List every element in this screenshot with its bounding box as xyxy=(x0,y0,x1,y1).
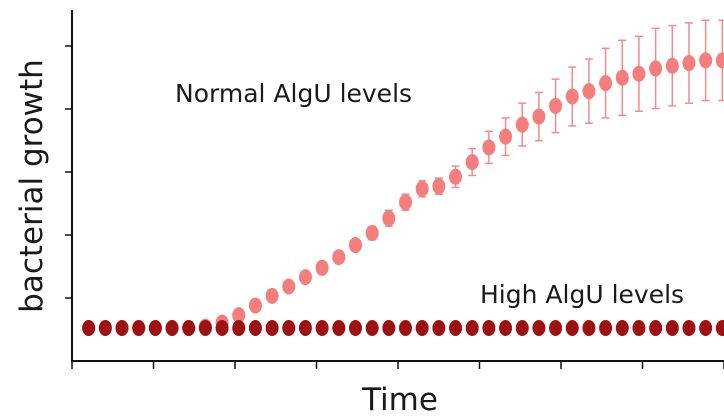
data-point-normal xyxy=(499,128,513,145)
data-point-high xyxy=(182,320,196,336)
data-point-normal xyxy=(532,108,546,125)
data-point-normal xyxy=(382,210,396,227)
data-point-high xyxy=(515,320,529,336)
data-point-normal xyxy=(665,57,679,74)
data-point-normal xyxy=(465,154,479,171)
data-point-normal xyxy=(715,52,724,69)
data-point-high xyxy=(198,320,212,336)
data-point-high xyxy=(415,320,429,336)
data-point-high xyxy=(682,320,696,336)
data-point-high xyxy=(632,320,646,336)
data-point-high xyxy=(382,320,396,336)
axes xyxy=(65,10,724,369)
data-point-normal xyxy=(599,75,613,92)
data-point-high xyxy=(98,320,112,336)
data-point-high xyxy=(298,320,312,336)
data-point-high xyxy=(132,320,146,336)
data-point-normal xyxy=(415,180,429,197)
data-point-high xyxy=(232,320,246,336)
data-point-normal xyxy=(565,88,579,105)
data-point-normal xyxy=(248,297,262,314)
annotation-normal: Normal AlgU levels xyxy=(175,79,412,108)
data-points xyxy=(82,52,724,336)
data-point-high xyxy=(365,320,379,336)
data-point-high xyxy=(665,320,679,336)
data-point-high xyxy=(348,320,362,336)
data-point-normal xyxy=(348,237,362,254)
data-point-high xyxy=(248,320,262,336)
x-ticks xyxy=(71,361,724,369)
annotation-high: High AlgU levels xyxy=(480,280,684,309)
data-point-high xyxy=(82,320,96,336)
data-point-normal xyxy=(282,278,296,295)
data-point-normal xyxy=(365,224,379,241)
data-point-high xyxy=(449,320,463,336)
y-axis-label: bacterial growth xyxy=(14,59,50,313)
data-point-normal xyxy=(649,60,663,77)
data-point-normal xyxy=(449,168,463,185)
data-point-high xyxy=(432,320,446,336)
data-point-normal xyxy=(298,269,312,286)
data-point-high xyxy=(399,320,412,336)
data-point-normal xyxy=(432,178,446,195)
data-point-high xyxy=(615,320,629,336)
data-point-normal xyxy=(549,97,563,114)
data-point-high xyxy=(532,320,546,336)
data-point-high xyxy=(699,320,713,336)
error-bars xyxy=(351,19,724,252)
data-point-high xyxy=(115,320,129,336)
data-point-high xyxy=(315,320,329,336)
data-point-high xyxy=(565,320,579,336)
data-point-normal xyxy=(582,83,596,100)
data-point-high xyxy=(499,320,513,336)
data-point-normal xyxy=(232,307,246,324)
data-point-high xyxy=(599,320,613,336)
data-point-high xyxy=(465,320,479,336)
data-point-high xyxy=(165,320,179,336)
data-point-normal xyxy=(265,287,279,304)
data-point-normal xyxy=(399,194,412,211)
data-point-high xyxy=(482,320,496,336)
y-ticks xyxy=(65,45,72,299)
x-axis-label: Time xyxy=(361,382,438,417)
data-point-normal xyxy=(515,116,529,133)
data-point-high xyxy=(649,320,663,336)
data-point-high xyxy=(215,320,229,336)
data-point-normal xyxy=(615,69,629,86)
data-point-high xyxy=(582,320,596,336)
data-point-normal xyxy=(332,249,346,266)
data-point-normal xyxy=(632,65,646,82)
data-point-high xyxy=(715,320,724,336)
data-point-normal xyxy=(315,259,329,276)
data-point-high xyxy=(148,320,162,336)
data-point-normal xyxy=(482,139,496,156)
data-point-normal xyxy=(699,52,713,69)
data-point-high xyxy=(549,320,563,336)
data-point-high xyxy=(282,320,296,336)
data-point-normal xyxy=(682,55,696,72)
data-point-high xyxy=(265,320,279,336)
data-point-high xyxy=(332,320,346,336)
